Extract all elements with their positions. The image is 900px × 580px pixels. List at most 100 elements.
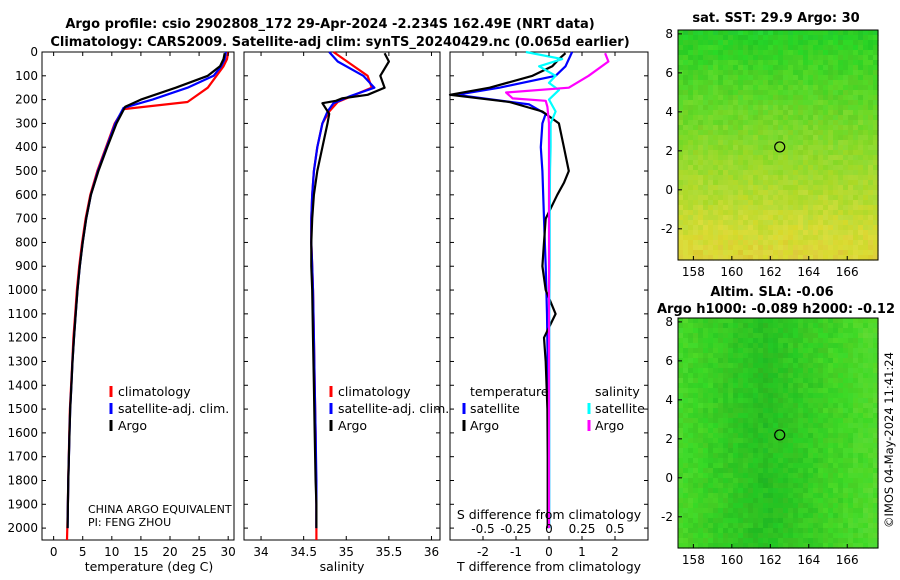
map-cell — [703, 498, 709, 504]
map-cell — [748, 483, 754, 489]
map-cell — [823, 493, 829, 499]
map-cell — [773, 388, 779, 394]
map-cell — [818, 503, 824, 509]
map-cell — [848, 185, 854, 191]
map-cell — [743, 363, 749, 369]
map-cell — [683, 90, 689, 96]
map-cell — [688, 180, 694, 186]
map-cell — [813, 150, 819, 156]
map-cell — [703, 318, 709, 324]
map-cell — [783, 140, 789, 146]
map-cell — [863, 80, 869, 86]
map-cell — [733, 120, 739, 126]
map-cell — [773, 155, 779, 161]
map-cell — [698, 150, 704, 156]
map-cell — [868, 115, 874, 121]
map-cell — [748, 503, 754, 509]
map-cell — [788, 235, 794, 241]
map-cell — [858, 413, 864, 419]
map-cell — [783, 35, 789, 41]
map-cell — [703, 255, 709, 261]
map-cell — [758, 45, 764, 51]
map-cell — [823, 528, 829, 534]
map-cell — [828, 155, 834, 161]
map-cell — [743, 100, 749, 106]
map-cell — [748, 358, 754, 364]
map-cell — [803, 398, 809, 404]
map-cell — [753, 433, 759, 439]
map-cell — [678, 423, 684, 429]
map-cell — [698, 363, 704, 369]
map-cell — [823, 235, 829, 241]
map-cell — [738, 150, 744, 156]
map-cell — [818, 215, 824, 221]
map-cell — [873, 35, 879, 41]
map-cell — [703, 323, 709, 329]
map-cell — [843, 328, 849, 334]
map-cell — [863, 533, 869, 539]
map-cell — [698, 210, 704, 216]
map-cell — [803, 388, 809, 394]
map-cell — [843, 65, 849, 71]
map-cell — [803, 518, 809, 524]
map-cell — [693, 100, 699, 106]
map-cell — [873, 468, 879, 474]
map-cell — [798, 443, 804, 449]
map-cell — [823, 195, 829, 201]
map-cell — [688, 368, 694, 374]
map-cell — [758, 155, 764, 161]
map-cell — [733, 150, 739, 156]
map-cell — [683, 130, 689, 136]
map-cell — [688, 488, 694, 494]
map-cell — [698, 90, 704, 96]
map-cell — [718, 150, 724, 156]
map-cell — [838, 205, 844, 211]
map-cell — [763, 255, 769, 261]
map-cell — [858, 528, 864, 534]
map-cell — [798, 538, 804, 544]
map-cell — [748, 478, 754, 484]
map-cell — [858, 493, 864, 499]
map-cell — [868, 523, 874, 529]
map-cell — [838, 80, 844, 86]
map-cell — [858, 453, 864, 459]
map-cell — [868, 468, 874, 474]
map-cell — [683, 498, 689, 504]
map-cell — [798, 503, 804, 509]
map-cell — [713, 508, 719, 514]
map-cell — [803, 45, 809, 51]
map-cell — [793, 433, 799, 439]
map-cell — [838, 498, 844, 504]
map-cell — [763, 55, 769, 61]
map-cell — [873, 125, 879, 131]
map-cell — [808, 195, 814, 201]
map-cell — [873, 418, 879, 424]
map-cell — [808, 255, 814, 261]
map-cell — [863, 453, 869, 459]
map-cell — [758, 473, 764, 479]
map-cell — [678, 333, 684, 339]
map-cell — [698, 255, 704, 261]
map-cell — [858, 45, 864, 51]
map-cell — [683, 353, 689, 359]
map-cell — [728, 185, 734, 191]
map-cell — [798, 408, 804, 414]
map-cell — [848, 125, 854, 131]
map-cell — [748, 343, 754, 349]
map-cell — [818, 95, 824, 101]
map-cell — [693, 135, 699, 141]
map-cell — [778, 368, 784, 374]
map-cell — [793, 348, 799, 354]
map-cell — [703, 398, 709, 404]
map-cell — [783, 433, 789, 439]
map-cell — [733, 503, 739, 509]
map-cell — [853, 100, 859, 106]
map-cell — [763, 453, 769, 459]
map-cell — [818, 358, 824, 364]
map-cell — [713, 473, 719, 479]
map-cell — [838, 538, 844, 544]
map-cell — [698, 433, 704, 439]
map-cell — [753, 205, 759, 211]
map-cell — [808, 35, 814, 41]
map-cell — [743, 250, 749, 256]
